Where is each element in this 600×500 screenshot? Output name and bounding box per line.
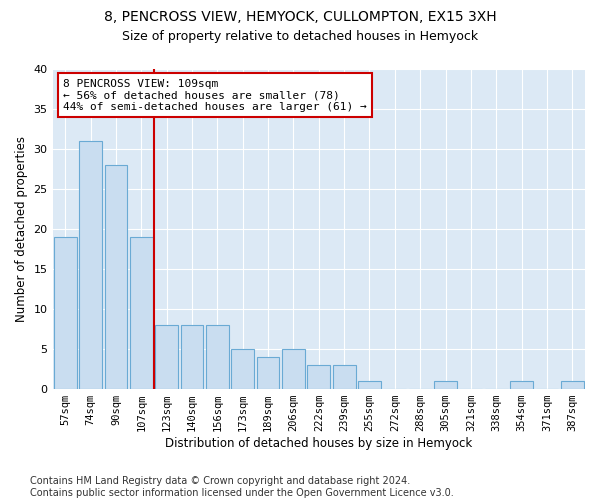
Bar	[307, 365, 330, 389]
Bar	[434, 381, 457, 389]
Text: Contains HM Land Registry data © Crown copyright and database right 2024.
Contai: Contains HM Land Registry data © Crown c…	[30, 476, 454, 498]
Text: Size of property relative to detached houses in Hemyock: Size of property relative to detached ho…	[122, 30, 478, 43]
Bar	[79, 141, 102, 389]
Text: 8, PENCROSS VIEW, HEMYOCK, CULLOMPTON, EX15 3XH: 8, PENCROSS VIEW, HEMYOCK, CULLOMPTON, E…	[104, 10, 496, 24]
Y-axis label: Number of detached properties: Number of detached properties	[15, 136, 28, 322]
Bar	[155, 325, 178, 389]
Bar	[206, 325, 229, 389]
Bar	[358, 381, 381, 389]
X-axis label: Distribution of detached houses by size in Hemyock: Distribution of detached houses by size …	[165, 437, 472, 450]
Bar	[231, 349, 254, 389]
Bar	[181, 325, 203, 389]
Bar	[282, 349, 305, 389]
Bar	[561, 381, 584, 389]
Text: 8 PENCROSS VIEW: 109sqm
← 56% of detached houses are smaller (78)
44% of semi-de: 8 PENCROSS VIEW: 109sqm ← 56% of detache…	[63, 78, 367, 112]
Bar	[104, 165, 127, 389]
Bar	[54, 237, 77, 389]
Bar	[510, 381, 533, 389]
Bar	[130, 237, 152, 389]
Bar	[257, 357, 280, 389]
Bar	[333, 365, 356, 389]
